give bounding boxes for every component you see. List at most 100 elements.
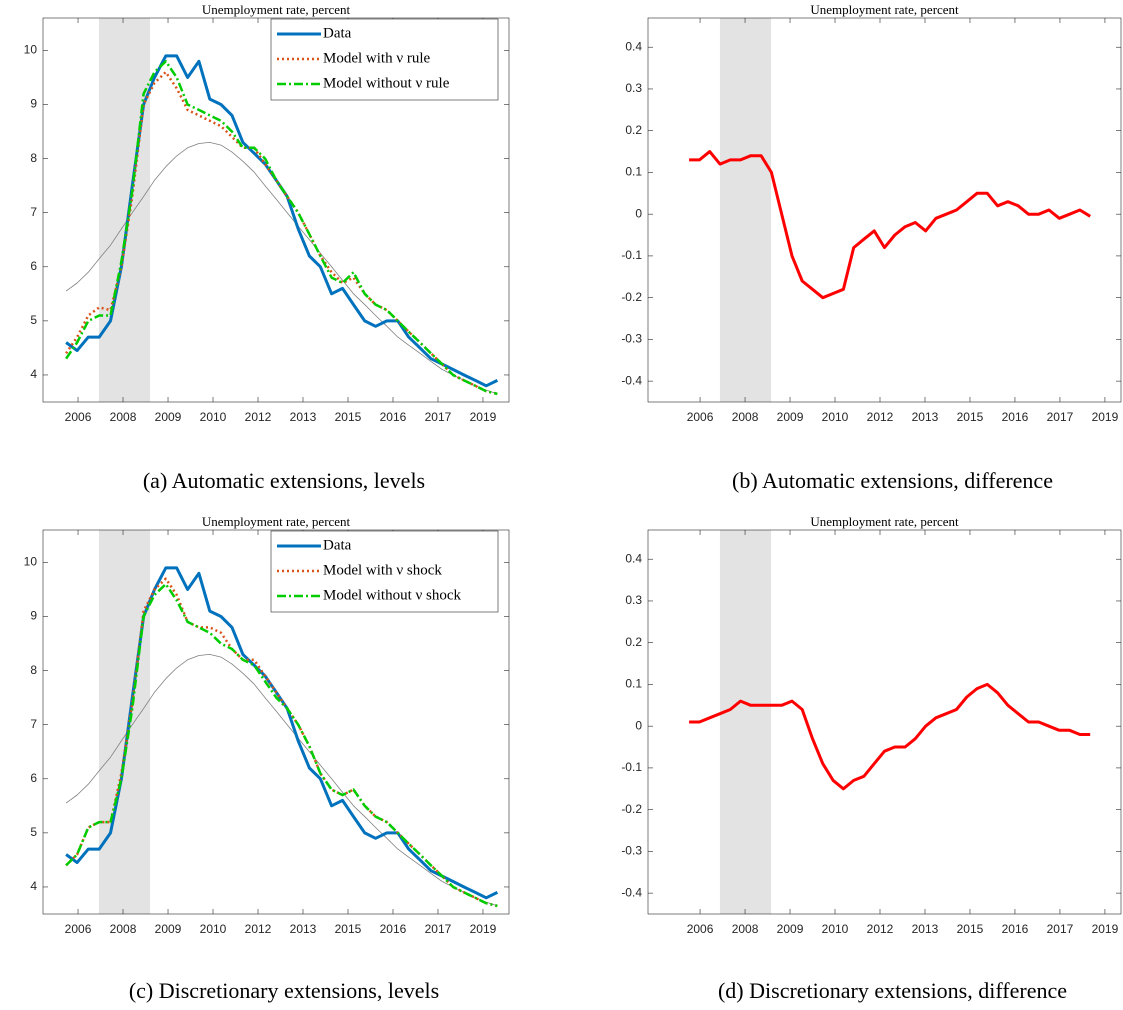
y-tick-label: 4 <box>30 367 37 381</box>
caption: (d) Discretionary extensions, difference <box>718 978 1067 1003</box>
y-tick-label: 0.1 <box>625 165 642 179</box>
x-tick-label: 2009 <box>777 922 804 936</box>
x-tick-label: 2012 <box>867 922 894 936</box>
legend-label: Model with ν shock <box>323 562 442 578</box>
y-tick-label: 7 <box>30 717 37 731</box>
recession-shade <box>98 530 151 914</box>
y-tick-label: 0.3 <box>625 81 642 95</box>
y-tick-label: -0.4 <box>621 885 642 899</box>
y-tick-label: 6 <box>30 771 37 785</box>
x-tick-label: 2013 <box>912 922 939 936</box>
y-tick-label: 4 <box>30 879 37 893</box>
x-tick-label: 2016 <box>380 922 407 936</box>
y-tick-label: 7 <box>30 205 37 219</box>
y-tick-label: 5 <box>30 825 37 839</box>
x-tick-label: 2006 <box>687 410 714 424</box>
x-tick-label: 2017 <box>425 410 452 424</box>
x-tick-label: 2008 <box>110 410 137 424</box>
plot-box <box>647 529 1122 915</box>
recession-shade <box>98 18 151 402</box>
legend-label: Data <box>323 25 352 41</box>
x-tick-label: 2009 <box>155 922 182 936</box>
x-tick-label: 2015 <box>957 410 984 424</box>
series-line <box>65 60 498 396</box>
plot-box <box>42 17 510 403</box>
series-line <box>65 654 498 907</box>
recession-shade <box>719 18 772 402</box>
y-tick-label: 10 <box>24 43 38 57</box>
y-tick-label: 0.3 <box>625 593 642 607</box>
x-tick-label: 2009 <box>777 410 804 424</box>
x-tick-label: 2019 <box>1092 410 1119 424</box>
chart-title: Unemployment rate, percent <box>810 2 959 17</box>
y-tick-label: 0.2 <box>625 123 642 137</box>
plot-box <box>42 529 510 915</box>
y-tick-label: 6 <box>30 259 37 273</box>
y-tick-label: 9 <box>30 609 37 623</box>
x-tick-label: 2013 <box>290 410 317 424</box>
x-tick-label: 2012 <box>245 922 272 936</box>
x-tick-label: 2010 <box>200 922 227 936</box>
y-tick-label: -0.2 <box>621 290 642 304</box>
chart-title: Unemployment rate, percent <box>202 2 351 17</box>
x-tick-label: 2006 <box>687 922 714 936</box>
y-tick-label: 0.4 <box>625 39 642 53</box>
x-tick-label: 2017 <box>425 922 452 936</box>
y-tick-label: -0.1 <box>621 760 642 774</box>
y-tick-label: 8 <box>30 663 37 677</box>
x-tick-label: 2012 <box>867 410 894 424</box>
x-tick-label: 2016 <box>1002 410 1029 424</box>
y-tick-label: -0.4 <box>621 373 642 387</box>
x-tick-label: 2019 <box>470 410 497 424</box>
y-tick-label: 0 <box>635 206 642 220</box>
caption: (a) Automatic extensions, levels <box>143 468 425 493</box>
x-tick-label: 2012 <box>245 410 272 424</box>
x-tick-label: 2013 <box>290 922 317 936</box>
series-line <box>65 142 498 395</box>
series-line <box>689 682 1091 791</box>
caption: (c) Discretionary extensions, levels <box>129 978 439 1003</box>
legend-label: Model with ν rule <box>323 50 431 66</box>
plot-box <box>647 17 1122 403</box>
caption: (b) Automatic extensions, difference <box>732 468 1053 493</box>
y-tick-label: 0.4 <box>625 551 642 565</box>
legend-label: Data <box>323 537 352 553</box>
x-tick-label: 2015 <box>335 922 362 936</box>
x-tick-label: 2006 <box>65 922 92 936</box>
legend-label: Model without ν rule <box>323 75 450 91</box>
x-tick-label: 2017 <box>1047 410 1074 424</box>
legend-label: Model without ν shock <box>323 587 462 603</box>
series-line <box>689 150 1091 300</box>
y-tick-label: 10 <box>24 555 38 569</box>
y-tick-label: 8 <box>30 151 37 165</box>
x-tick-label: 2013 <box>912 410 939 424</box>
y-tick-label: -0.3 <box>621 332 642 346</box>
recession-shade <box>719 530 772 914</box>
x-tick-label: 2016 <box>1002 922 1029 936</box>
y-tick-label: 0 <box>635 718 642 732</box>
y-tick-label: 0.2 <box>625 635 642 649</box>
series-line <box>65 582 498 908</box>
x-tick-label: 2010 <box>822 410 849 424</box>
x-tick-label: 2009 <box>155 410 182 424</box>
y-tick-label: -0.2 <box>621 802 642 816</box>
y-tick-label: 9 <box>30 97 37 111</box>
x-tick-label: 2015 <box>335 410 362 424</box>
x-tick-label: 2010 <box>822 922 849 936</box>
chart-title: Unemployment rate, percent <box>202 514 351 529</box>
x-tick-label: 2006 <box>65 410 92 424</box>
y-tick-label: -0.3 <box>621 844 642 858</box>
x-tick-label: 2019 <box>470 922 497 936</box>
chart-title: Unemployment rate, percent <box>810 514 959 529</box>
x-tick-label: 2010 <box>200 410 227 424</box>
x-tick-label: 2008 <box>110 922 137 936</box>
x-tick-label: 2017 <box>1047 922 1074 936</box>
x-tick-label: 2016 <box>380 410 407 424</box>
x-tick-label: 2019 <box>1092 922 1119 936</box>
y-tick-label: 5 <box>30 313 37 327</box>
x-tick-label: 2015 <box>957 922 984 936</box>
x-tick-label: 2008 <box>732 410 759 424</box>
y-tick-label: 0.1 <box>625 677 642 691</box>
